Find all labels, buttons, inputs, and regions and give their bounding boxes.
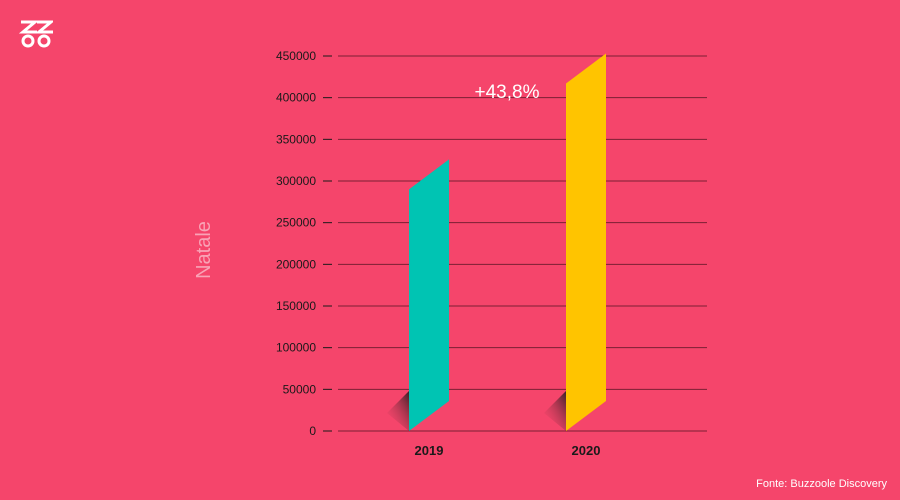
bars: [387, 53, 606, 432]
bar-2019: [409, 159, 449, 432]
y-tick-label: 450000: [276, 49, 316, 63]
bar-shadow: [544, 391, 566, 431]
y-tick-label: 300000: [276, 174, 316, 188]
source-caption: Fonte: Buzzoole Discovery: [756, 478, 887, 490]
x-tick-label: 2019: [415, 443, 444, 458]
gridlines: [338, 55, 707, 432]
y-tick-label: 0: [309, 424, 316, 438]
y-tick-label: 100000: [276, 341, 316, 355]
growth-annotation: +43,8%: [475, 82, 540, 103]
y-tick-label: 350000: [276, 132, 316, 146]
y-tick-label: 250000: [276, 216, 316, 230]
brand-logo-icon: [18, 19, 56, 54]
x-tick-label: 2020: [572, 443, 601, 458]
y-tick-label: 50000: [283, 382, 317, 396]
bar-2020: [566, 53, 606, 431]
y-tick-label: 400000: [276, 91, 316, 105]
y-axis-label: Natale: [193, 221, 215, 279]
bar-shadow: [387, 391, 409, 431]
y-tick-label: 200000: [276, 257, 316, 271]
y-tick-label: 150000: [276, 299, 316, 313]
x-axis-labels: 2019 2020: [415, 443, 601, 458]
y-axis-ticks: 0 50000 100000 150000 200000 250000 300000 3500…: [276, 49, 332, 438]
